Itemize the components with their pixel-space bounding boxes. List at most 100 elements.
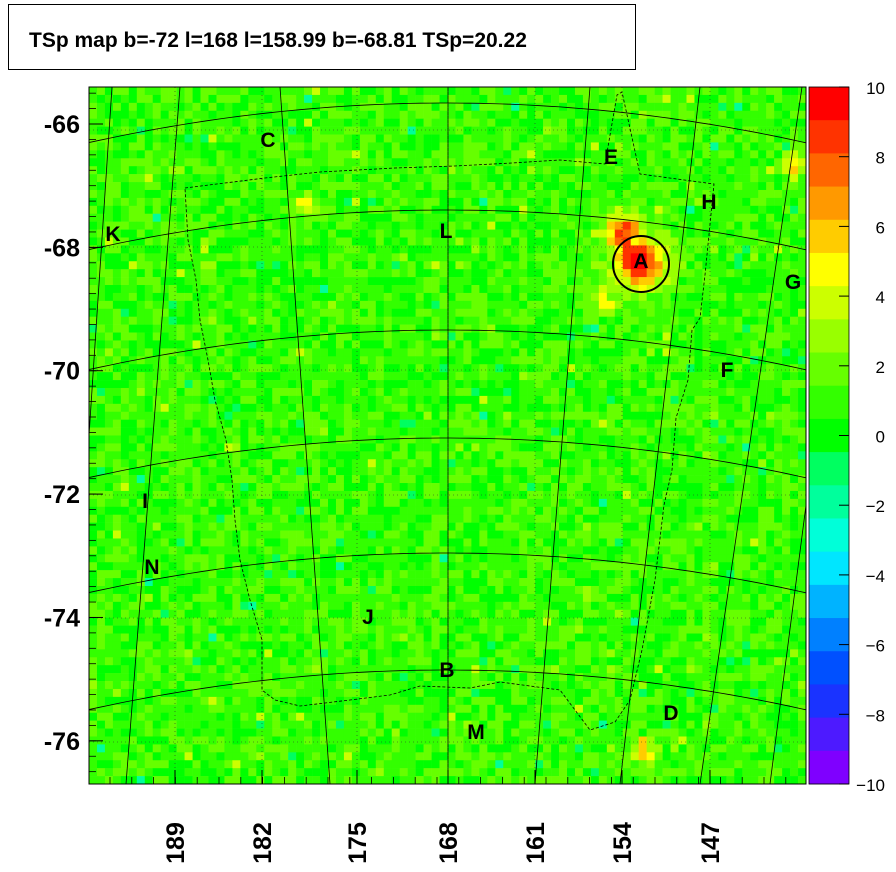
heatmap-cell — [224, 380, 233, 389]
heatmap-cell — [622, 245, 632, 254]
heatmap-cell — [646, 443, 655, 452]
heatmap-cell — [630, 475, 639, 484]
heatmap-cell — [216, 364, 225, 373]
heatmap-cell — [136, 229, 146, 238]
heatmap-cell — [774, 87, 783, 96]
heatmap-cell — [495, 221, 504, 230]
heatmap-cell — [678, 87, 687, 96]
heatmap-cell — [790, 174, 799, 183]
heatmap-cell — [702, 324, 711, 333]
heatmap-cell — [184, 229, 193, 238]
heatmap-cell — [112, 174, 122, 183]
heatmap-cell — [766, 451, 775, 460]
heatmap-cell — [622, 316, 632, 325]
heatmap-cell — [503, 142, 512, 151]
heatmap-cell — [535, 87, 544, 96]
heatmap-cell — [320, 87, 329, 96]
heatmap-cell — [678, 490, 687, 500]
heatmap-cell — [415, 372, 424, 381]
heatmap-cell — [487, 490, 496, 500]
heatmap-cell — [630, 126, 639, 135]
heatmap-cell — [503, 189, 512, 199]
heatmap-cell — [758, 514, 767, 523]
heatmap-cell — [551, 364, 560, 373]
heatmap-cell — [351, 118, 361, 127]
heatmap-cell — [343, 372, 353, 381]
heatmap-cell — [559, 189, 568, 199]
heatmap-cell — [431, 506, 440, 515]
heatmap-cell — [104, 261, 114, 270]
heatmap-cell — [208, 411, 217, 420]
heatmap-cell — [559, 110, 568, 119]
heatmap-cell — [463, 387, 472, 397]
heatmap-cell — [686, 451, 695, 460]
heatmap-cell — [112, 292, 122, 302]
heatmap-cell — [288, 451, 297, 460]
heatmap-cell — [304, 308, 313, 317]
heatmap-cell — [192, 237, 201, 246]
heatmap-cell — [766, 94, 775, 104]
heatmap-cell — [89, 158, 98, 167]
heatmap-cell — [670, 229, 679, 238]
heatmap-cell — [192, 332, 201, 341]
heatmap-cell — [463, 285, 472, 294]
heatmap-cell — [200, 356, 209, 365]
heatmap-cell — [495, 443, 504, 452]
heatmap-cell — [710, 300, 719, 310]
heatmap-cell — [495, 514, 504, 523]
heatmap-cell — [359, 166, 369, 175]
heatmap-cell — [574, 300, 584, 310]
heatmap-cell — [296, 269, 305, 278]
heatmap-cell — [471, 182, 480, 191]
heatmap-cell — [431, 189, 440, 199]
heatmap-cell — [192, 269, 201, 278]
heatmap-cell — [798, 94, 807, 104]
heatmap-cell — [312, 158, 321, 167]
heatmap-cell — [535, 514, 544, 523]
heatmap-cell — [304, 269, 313, 278]
heatmap-cell — [479, 150, 488, 159]
heatmap-cell — [654, 102, 663, 112]
heatmap-cell — [383, 245, 393, 254]
heatmap-cell — [439, 261, 448, 270]
heatmap-cell — [312, 126, 321, 135]
heatmap-cell — [216, 308, 225, 317]
heatmap-cell — [718, 253, 727, 262]
heatmap-cell — [176, 435, 185, 444]
heatmap-cell — [590, 459, 600, 468]
heatmap-cell — [567, 380, 576, 389]
heatmap-cell — [351, 142, 361, 151]
heatmap-cell — [256, 285, 265, 294]
heatmap-cell — [479, 372, 488, 381]
heatmap-cell — [216, 182, 225, 191]
heatmap-cell — [774, 229, 783, 238]
heatmap-cell — [567, 166, 576, 175]
heatmap-cell — [455, 372, 464, 381]
heatmap-cell — [89, 292, 98, 302]
heatmap-cell — [399, 475, 408, 484]
heatmap-cell — [590, 427, 600, 436]
heatmap-cell — [551, 94, 560, 104]
heatmap-cell — [582, 387, 592, 397]
heatmap-cell — [439, 411, 448, 420]
heatmap-cell — [264, 498, 273, 508]
heatmap-cell — [574, 102, 584, 112]
heatmap-cell — [120, 102, 130, 112]
heatmap-cell — [343, 87, 353, 96]
heatmap-cell — [455, 292, 464, 302]
heatmap-cell — [152, 427, 161, 436]
heatmap-cell — [774, 189, 783, 199]
heatmap-cell — [471, 277, 480, 286]
heatmap-cell — [359, 277, 369, 286]
heatmap-cell — [89, 435, 98, 444]
heatmap-cell — [614, 182, 624, 191]
heatmap-cell — [120, 443, 130, 452]
heatmap-cell — [232, 387, 241, 397]
heatmap-cell — [503, 253, 512, 262]
heatmap-cell — [144, 300, 154, 310]
heatmap-cell — [264, 451, 273, 460]
heatmap-cell — [89, 419, 98, 428]
heatmap-cell — [662, 419, 671, 428]
heatmap-cell — [702, 110, 711, 119]
heatmap-cell — [248, 261, 257, 270]
